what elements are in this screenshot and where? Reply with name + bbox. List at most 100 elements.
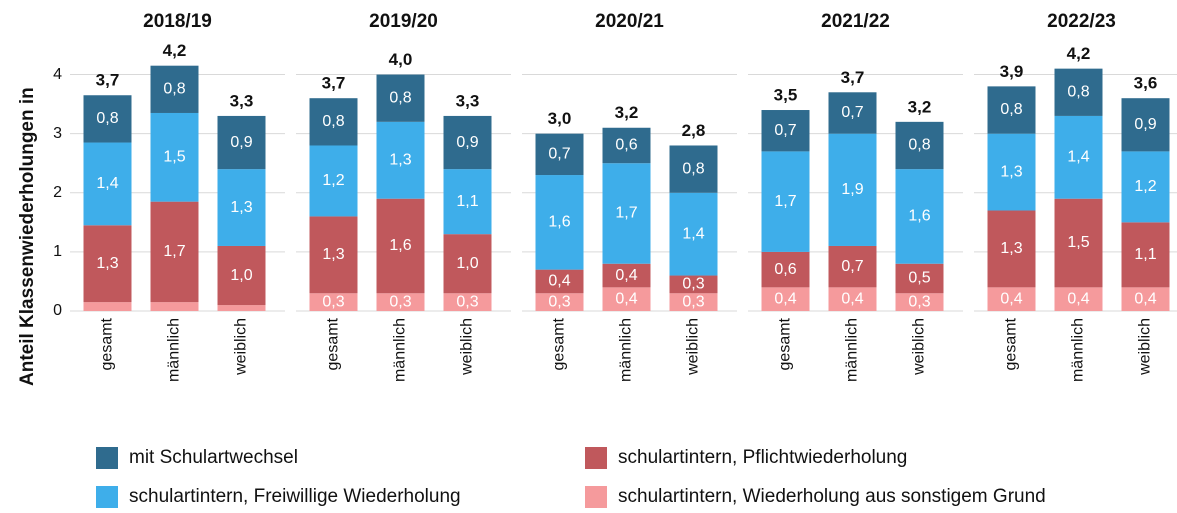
- value-label: 0,3: [908, 293, 930, 310]
- value-label: 0,7: [548, 146, 570, 163]
- value-label: 0,8: [1067, 84, 1089, 101]
- total-label: 4,2: [1067, 44, 1091, 63]
- total-label: 2,8: [682, 121, 706, 140]
- bar-segment: [217, 115, 266, 170]
- total-label: 4,2: [163, 41, 187, 60]
- bar-segment: [150, 65, 199, 113]
- value-label: 0,4: [1000, 290, 1022, 307]
- value-label: 1,3: [389, 151, 411, 168]
- value-label: 1,1: [1134, 246, 1156, 263]
- value-label: 0,9: [230, 134, 252, 151]
- bar-segment: [1054, 287, 1103, 311]
- legend-swatch: [96, 447, 118, 469]
- bar-segment: [376, 198, 425, 294]
- facet-title: 2020/21: [595, 11, 664, 32]
- y-tick-label: 4: [53, 66, 62, 83]
- bar-segment: [828, 133, 877, 246]
- facet-title: 2021/22: [821, 11, 890, 32]
- value-label: 0,5: [908, 270, 930, 287]
- bar-segment: [1054, 115, 1103, 199]
- bar-segment: [602, 287, 651, 311]
- x-tick-label: männlich: [618, 318, 635, 382]
- value-label: 0,8: [682, 160, 704, 177]
- bar-segment: [987, 287, 1036, 311]
- value-label: 1,7: [163, 243, 185, 260]
- bar-segment: [669, 293, 718, 311]
- bar-segment: [309, 216, 358, 294]
- x-tick-label: weiblich: [1137, 318, 1154, 376]
- total-label: 3,6: [1134, 74, 1158, 93]
- value-label: 1,7: [615, 205, 637, 222]
- bar-segment: [443, 115, 492, 170]
- total-label: 3,2: [908, 97, 932, 116]
- y-tick-label: 0: [53, 302, 62, 319]
- value-label: 1,6: [908, 208, 930, 225]
- x-tick-label: weiblich: [911, 318, 928, 376]
- value-label: 0,4: [615, 290, 637, 307]
- total-label: 4,0: [389, 50, 413, 69]
- value-label: 1,1: [456, 193, 478, 210]
- bar-segment: [535, 175, 584, 270]
- value-label: 1,6: [389, 237, 411, 254]
- x-tick-label: männlich: [392, 318, 409, 382]
- bar-segment: [602, 163, 651, 264]
- value-label: 1,5: [163, 149, 185, 166]
- legend-label: schulartintern, Pflichtwiederholung: [618, 447, 907, 468]
- bar-segment: [309, 98, 358, 146]
- value-label: 0,3: [456, 293, 478, 310]
- bar-segment: [150, 112, 199, 202]
- bar-segment: [535, 293, 584, 311]
- value-label: 1,2: [322, 172, 344, 189]
- value-label: 1,2: [1134, 178, 1156, 195]
- bar-segment: [376, 293, 425, 311]
- legend-swatch: [585, 486, 607, 508]
- value-label: 0,3: [682, 293, 704, 310]
- bar-segment: [602, 263, 651, 288]
- total-label: 3,7: [322, 74, 346, 93]
- value-label: 1,0: [456, 255, 478, 272]
- y-tick-label: 2: [53, 184, 62, 201]
- value-label: 1,3: [96, 255, 118, 272]
- value-label: 0,4: [841, 290, 863, 307]
- bar-segment: [309, 145, 358, 217]
- bar-segment: [895, 263, 944, 294]
- total-label: 3,5: [774, 86, 798, 105]
- x-tick-label: gesamt: [325, 317, 342, 370]
- value-label: 0,3: [682, 276, 704, 293]
- x-tick-label: weiblich: [233, 318, 250, 376]
- bar-segment: [602, 127, 651, 164]
- bar-segment: [217, 245, 266, 306]
- value-label: 0,7: [774, 122, 796, 139]
- value-label: 0,8: [908, 137, 930, 154]
- total-label: 3,3: [230, 91, 254, 110]
- bar-segment: [443, 169, 492, 235]
- value-label: 0,9: [456, 134, 478, 151]
- bar-segment: [669, 275, 718, 294]
- bar-segment: [1121, 287, 1170, 311]
- total-label: 3,7: [96, 71, 120, 90]
- value-label: 0,4: [548, 273, 570, 290]
- bar-segment: [1054, 198, 1103, 288]
- value-label: 0,8: [1000, 101, 1022, 118]
- total-label: 3,2: [615, 103, 639, 122]
- bar-segment: [987, 86, 1036, 134]
- x-tick-label: gesamt: [551, 317, 568, 370]
- value-label: 0,9: [1134, 116, 1156, 133]
- bar-segment: [761, 287, 810, 311]
- total-label: 3,7: [841, 68, 865, 87]
- value-label: 1,5: [1067, 234, 1089, 251]
- x-tick-label: gesamt: [1003, 317, 1020, 370]
- value-label: 1,3: [1000, 240, 1022, 257]
- bar-segment: [443, 293, 492, 311]
- total-label: 3,0: [548, 109, 572, 128]
- x-tick-label: männlich: [1070, 318, 1087, 382]
- bar-segment: [535, 133, 584, 176]
- y-tick-label: 3: [53, 125, 62, 142]
- value-label: 0,7: [841, 258, 863, 275]
- value-label: 0,4: [1067, 290, 1089, 307]
- value-label: 1,3: [1000, 163, 1022, 180]
- bar-segment: [217, 305, 266, 311]
- x-tick-label: weiblich: [459, 318, 476, 376]
- bar-segment: [83, 302, 132, 311]
- bar-segment: [376, 121, 425, 199]
